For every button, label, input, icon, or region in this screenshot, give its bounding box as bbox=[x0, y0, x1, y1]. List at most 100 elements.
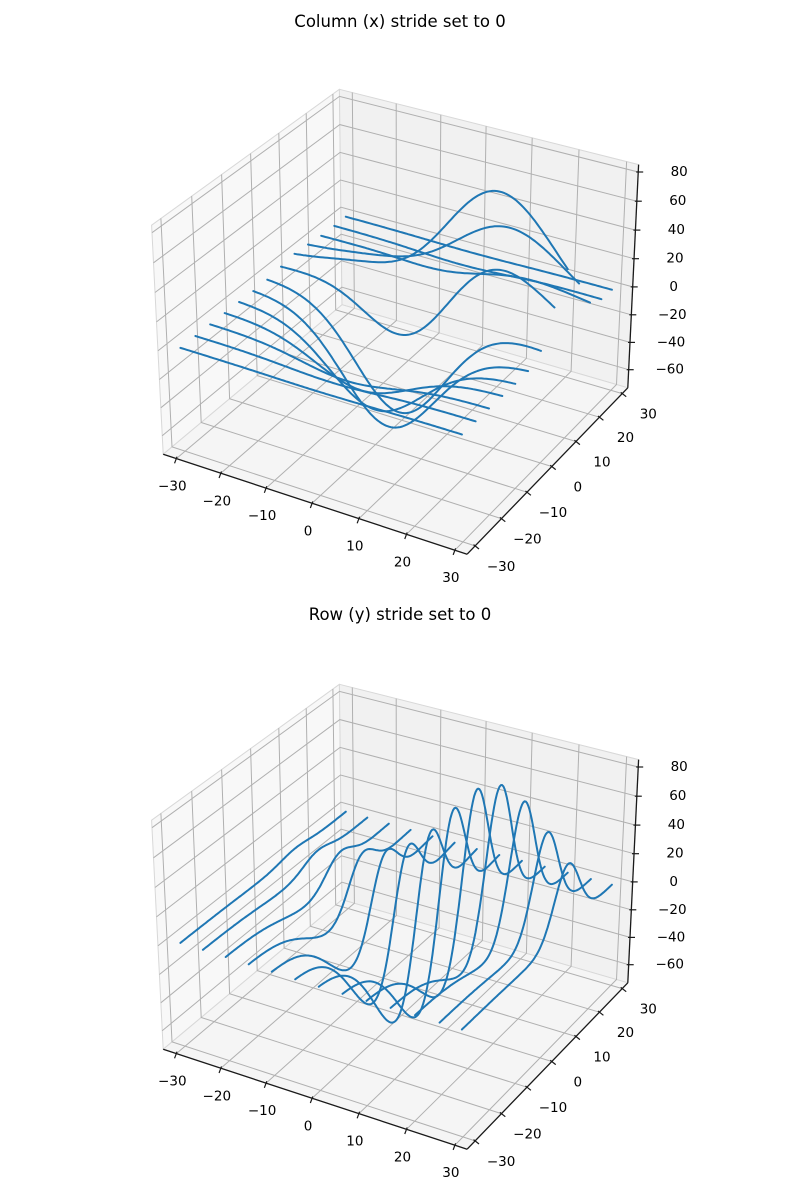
y-tick-mark bbox=[549, 464, 557, 471]
z-axis-tick-labels: −60 −40 −20 0 20 40 60 80 bbox=[655, 164, 687, 378]
x-axis-line bbox=[162, 453, 468, 555]
x-tick-label: −10 bbox=[248, 508, 277, 524]
y-tick-mark bbox=[620, 391, 627, 398]
plot1-canvas: −30 −20 −10 0 10 20 30 −30 −20 −10 0 10 20 30 −60 −40 −2… bbox=[151, 88, 688, 587]
wireframe-row-line bbox=[266, 278, 542, 415]
y-grid-line bbox=[160, 813, 476, 1142]
wireframe-lines bbox=[179, 189, 613, 436]
x-tick-mark bbox=[218, 471, 223, 479]
x-tick-label: −20 bbox=[203, 1088, 232, 1104]
z-tick-label: 20 bbox=[666, 251, 683, 267]
wireframe-row-line bbox=[179, 346, 463, 436]
z-grid-line bbox=[151, 690, 639, 829]
y-tick-mark bbox=[473, 1139, 480, 1145]
z-tick-label: 60 bbox=[669, 788, 686, 804]
z-tick-label: 0 bbox=[669, 874, 678, 890]
wireframe-row-line bbox=[280, 265, 556, 336]
y-tick-label: 30 bbox=[640, 407, 657, 423]
y-tick-label: −10 bbox=[539, 1100, 568, 1116]
z-tick-label: 20 bbox=[666, 846, 683, 862]
x-tick-mark bbox=[452, 548, 457, 556]
z-tick-label: 80 bbox=[671, 164, 688, 180]
wireframe-column-line bbox=[438, 831, 592, 1024]
z-grid-line bbox=[159, 828, 632, 975]
y-tick-mark bbox=[525, 490, 532, 496]
y-tick-mark bbox=[499, 1111, 506, 1118]
x-grid-line bbox=[220, 103, 397, 474]
wireframe-column-line bbox=[201, 816, 369, 951]
wireframe-column-line bbox=[389, 784, 546, 1009]
wireframe-column-line bbox=[270, 835, 434, 973]
x-grid-line bbox=[358, 732, 533, 1114]
z-tick-label: 0 bbox=[669, 279, 678, 295]
z-tick-label: −20 bbox=[658, 307, 687, 323]
y-tick-label: 20 bbox=[617, 430, 634, 446]
x-grid-line bbox=[175, 92, 355, 459]
z-tick-label: 40 bbox=[668, 222, 685, 238]
x-axis-line bbox=[162, 1048, 468, 1150]
y-tick-mark bbox=[574, 1034, 581, 1041]
z-grid-line bbox=[151, 95, 639, 234]
y-tick-mark bbox=[574, 439, 581, 446]
y-tick-mark bbox=[597, 415, 604, 421]
wireframe-row-line bbox=[252, 290, 530, 429]
wireframe-column-line bbox=[317, 828, 478, 1024]
x-tick-label: 0 bbox=[304, 1118, 313, 1134]
x-grid-line bbox=[175, 687, 355, 1054]
y-tick-label: −20 bbox=[513, 1127, 542, 1143]
y-tick-label: 10 bbox=[593, 1050, 610, 1066]
wireframe-row-line bbox=[307, 225, 581, 285]
z-grid-line bbox=[161, 286, 629, 437]
z-tick-label: −60 bbox=[655, 957, 684, 973]
y-tick-label: 0 bbox=[574, 480, 583, 496]
plot1-title: Column (x) stride set to 0 bbox=[294, 12, 506, 31]
x-grid-line bbox=[311, 721, 487, 1099]
y-grid-line bbox=[332, 688, 623, 990]
x-tick-mark bbox=[218, 1066, 223, 1074]
y-axis-line bbox=[466, 387, 629, 555]
z-axis-ticks bbox=[626, 171, 644, 371]
x-tick-mark bbox=[263, 486, 268, 493]
x-tick-label: 10 bbox=[346, 539, 363, 555]
x-axis-tick-labels: −30 −20 −10 0 10 20 30 bbox=[158, 479, 459, 587]
y-axis-ticks bbox=[473, 986, 627, 1145]
y-tick-mark bbox=[620, 986, 627, 993]
y-grid-line bbox=[221, 174, 528, 493]
y-tick-label: 10 bbox=[593, 455, 610, 471]
y-tick-label: −10 bbox=[539, 505, 568, 521]
y-tick-label: −30 bbox=[487, 1154, 516, 1170]
x-tick-label: −30 bbox=[158, 1074, 187, 1090]
x-tick-mark bbox=[356, 516, 361, 524]
x-grid-line bbox=[454, 756, 628, 1146]
x-tick-mark bbox=[404, 1127, 408, 1135]
x-tick-label: −20 bbox=[203, 493, 232, 509]
x-axis-tick-labels: −30 −20 −10 0 10 20 30 bbox=[158, 1074, 459, 1182]
z-grid-line bbox=[156, 179, 635, 323]
y-tick-label: −20 bbox=[513, 532, 542, 548]
x-tick-label: 30 bbox=[442, 570, 459, 586]
z-grid-line bbox=[156, 774, 635, 918]
x-tick-mark bbox=[356, 1111, 361, 1119]
y-axis-line bbox=[466, 982, 629, 1150]
z-axis-line bbox=[627, 164, 640, 388]
y-grid-line bbox=[278, 728, 577, 1037]
wireframe-column-line bbox=[341, 806, 501, 1019]
x-tick-label: 20 bbox=[394, 1149, 411, 1165]
y-axis-tick-labels: −30 −20 −10 0 10 20 30 bbox=[487, 1002, 657, 1170]
z-grid-line bbox=[157, 206, 633, 352]
x-tick-mark bbox=[309, 1096, 314, 1104]
x-axis-ticks bbox=[173, 1051, 457, 1151]
x-tick-label: 10 bbox=[346, 1134, 363, 1150]
z-tick-label: −60 bbox=[655, 362, 684, 378]
x-grid-line bbox=[265, 114, 442, 489]
x-grid-line bbox=[454, 161, 628, 551]
y-tick-label: 0 bbox=[574, 1075, 583, 1091]
x-tick-label: 30 bbox=[442, 1165, 459, 1181]
y-tick-mark bbox=[597, 1010, 604, 1016]
z-grid-line bbox=[154, 746, 636, 888]
y-tick-label: 20 bbox=[617, 1025, 634, 1041]
z-grid-line bbox=[153, 124, 637, 264]
x-tick-label: 20 bbox=[394, 554, 411, 570]
z-tick-label: 80 bbox=[671, 759, 688, 775]
